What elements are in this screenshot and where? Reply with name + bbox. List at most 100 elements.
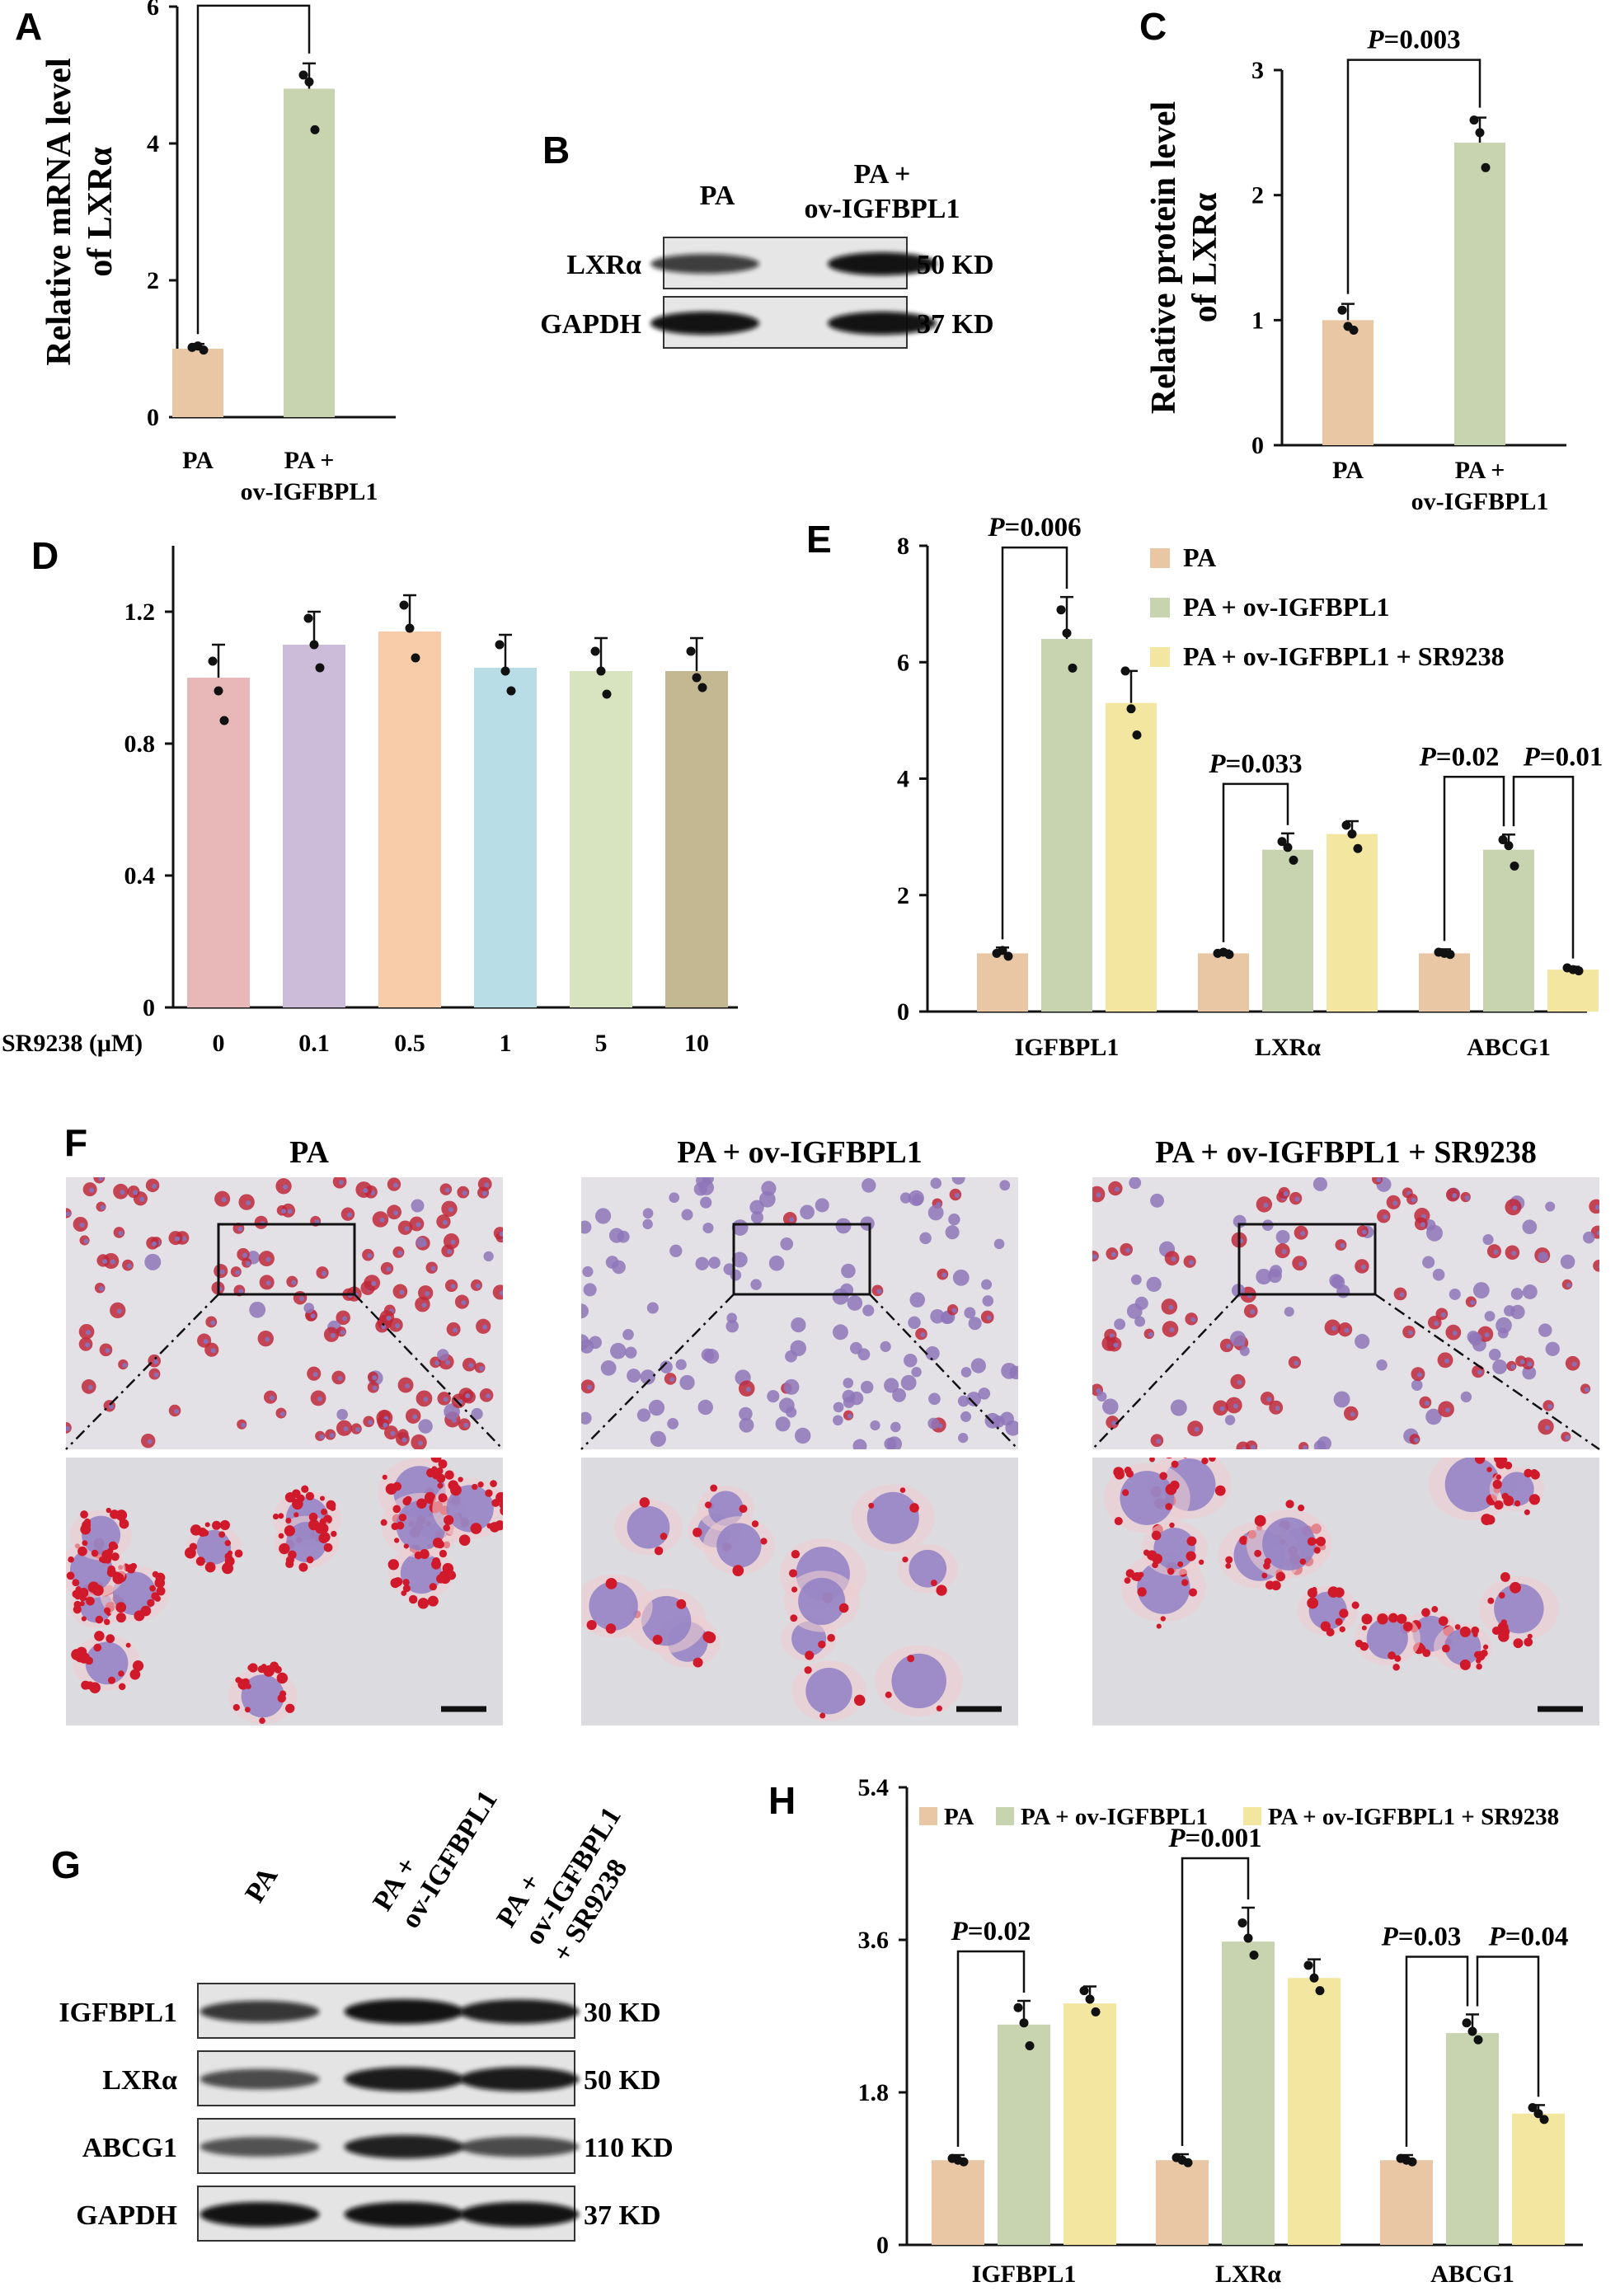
lipid-droplet [234, 1549, 243, 1558]
x-category-label: 10 [684, 1030, 709, 1057]
cell [960, 1367, 972, 1378]
significance-label: P=0.02 [951, 1917, 1031, 1946]
data-point [1243, 1933, 1253, 1943]
legend-label: PA [1183, 542, 1216, 572]
bar-pa-ov-igfbpl1-sr9238-0 [1064, 2003, 1116, 2245]
cell [892, 1387, 906, 1402]
x-axis-label: SR9238 (μM) [2, 1030, 143, 1057]
size-label: 50 KD [584, 2065, 661, 2096]
data-point [1056, 605, 1066, 615]
lipid-droplet [676, 1599, 687, 1609]
cell-field-zoom [581, 1484, 963, 1721]
lipid-droplet [791, 1586, 798, 1593]
lipid-droplet [106, 1567, 116, 1577]
lipid-droplet [1500, 1572, 1510, 1582]
cell [1422, 1256, 1435, 1269]
cell [1130, 1274, 1142, 1285]
cell [600, 1359, 617, 1376]
cell-nucleus [1545, 1425, 1551, 1430]
x-category-label: IGFBPL1 [972, 2261, 1077, 2288]
lipid-droplet [278, 1533, 284, 1539]
cell [582, 1265, 594, 1278]
cell [1488, 1348, 1501, 1361]
cell-nucleus [444, 1187, 450, 1193]
lipid-droplet [1339, 1608, 1349, 1618]
cell [1102, 1398, 1119, 1415]
lipid-droplet [1114, 1469, 1125, 1480]
bar-4 [570, 671, 632, 1007]
cell-nucleus [322, 1270, 327, 1276]
cell [1230, 1331, 1247, 1347]
lipid-droplet [129, 1566, 135, 1574]
chart-a: 0 2 4 6 Relative mRNA levelof LXRα PA PA + ov-I… [40, 0, 396, 505]
y-tick-label: 0.4 [124, 862, 156, 890]
lipid-droplet [1441, 1644, 1450, 1653]
data-point [411, 653, 420, 663]
lipid-droplet [202, 1529, 209, 1537]
data-point [1224, 950, 1234, 960]
lipid-droplet [1114, 1517, 1123, 1526]
cell [870, 1420, 880, 1431]
lipid-droplet [80, 1510, 88, 1519]
lipid-droplet [232, 1703, 240, 1711]
cell-nucleus [265, 1336, 270, 1342]
panel-label-b: B [542, 129, 570, 171]
data-point [495, 640, 505, 650]
western-blot-b: PA PA + ov-IGFBPL1 LXRα 50 KD GAPDH 37 KD [540, 159, 994, 349]
cell [860, 1380, 874, 1394]
cell [594, 1208, 612, 1224]
cell-nucleus [1585, 1387, 1590, 1392]
lipid-droplet [1500, 1619, 1507, 1626]
lipid-droplet [444, 1470, 454, 1480]
cell [852, 1439, 867, 1449]
data-point [219, 716, 229, 725]
cell [768, 1256, 785, 1271]
data-point [602, 689, 612, 699]
size-label: 37 KD [917, 309, 994, 340]
cell [957, 1395, 970, 1407]
panel-label-h: H [768, 1779, 796, 1822]
lipid-droplet [319, 1532, 331, 1542]
lipid-droplet [79, 1601, 85, 1607]
lipid-droplet [1307, 1597, 1319, 1609]
cell-nucleus [1420, 1222, 1425, 1228]
cell [928, 1392, 941, 1406]
lipid-droplet [1181, 1579, 1189, 1586]
lipid-droplet [1169, 1522, 1175, 1528]
lipid-droplet [82, 1540, 88, 1547]
lipid-droplet [438, 1459, 448, 1469]
lipid-droplet [1124, 1577, 1131, 1585]
cell [783, 1378, 800, 1395]
lipid-droplet [472, 1483, 478, 1491]
data-point [214, 686, 223, 696]
cell-nucleus [669, 1377, 675, 1383]
data-point [1510, 861, 1519, 871]
protein-label: GAPDH [76, 2200, 177, 2231]
cell [681, 1209, 693, 1221]
cell-nucleus [237, 1226, 243, 1232]
lipid-droplet [393, 1577, 403, 1587]
lipid-droplet [1320, 1621, 1331, 1632]
legend-label: PA + ov-IGFBPL1 + SR9238 [1268, 1804, 1559, 1830]
bar-pa-ov-igfbpl1-2 [1483, 849, 1534, 1012]
cell-nucleus [181, 1236, 187, 1242]
bar-1 [1454, 142, 1505, 445]
significance-bracket [1405, 1956, 1469, 2148]
cell-nucleus [381, 1324, 387, 1330]
cell-nucleus [745, 1387, 751, 1392]
lipid-droplet [853, 1694, 866, 1707]
cell [1545, 1341, 1560, 1356]
lipid-droplet [194, 1528, 200, 1535]
data-point [506, 686, 516, 696]
cell-nucleus [445, 1359, 451, 1365]
lipid-droplet [1160, 1616, 1166, 1622]
lipid-droplet [1327, 1586, 1340, 1598]
lane-label: PA +ov-IGFBPL1 [367, 1768, 503, 1933]
data-point [309, 640, 319, 650]
cell [1426, 1224, 1443, 1242]
lipid-droplet [936, 1585, 947, 1596]
zoom-box [732, 1223, 871, 1296]
lipid-droplet [1166, 1458, 1172, 1459]
cell-nucleus [367, 1253, 373, 1259]
cell-nucleus [1519, 1359, 1525, 1365]
